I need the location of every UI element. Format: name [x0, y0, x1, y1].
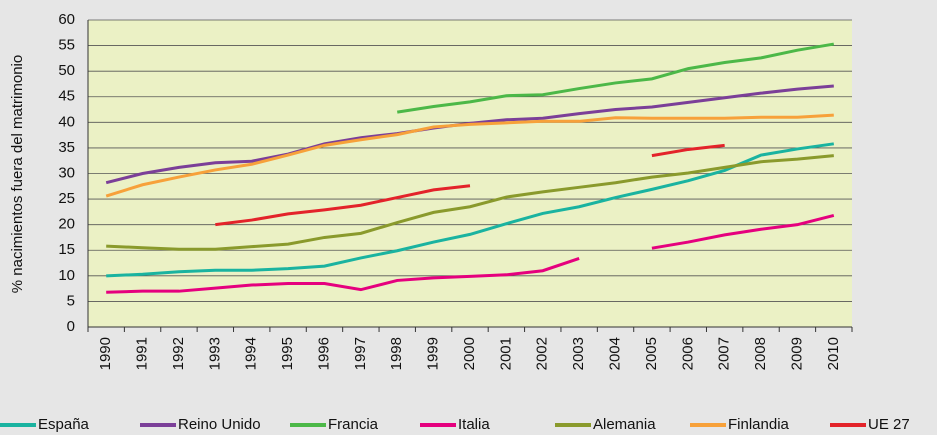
y-tick-label: 45 [58, 88, 75, 105]
legend-label: Alemania [593, 416, 656, 433]
x-tick-label: 2009 [788, 337, 805, 370]
x-tick-label: 2000 [461, 337, 478, 370]
y-tick-label: 25 [58, 190, 75, 207]
y-tick-label: 0 [67, 318, 75, 335]
x-tick-label: 1994 [243, 337, 260, 370]
series-line [106, 214, 835, 294]
y-tick-label: 20 [58, 216, 75, 233]
legend-label: España [38, 416, 90, 433]
x-tick-label: 2010 [825, 337, 842, 370]
y-tick-label: 35 [58, 139, 75, 156]
x-tick-label: 2008 [752, 337, 769, 370]
x-tick-label: 1993 [206, 337, 223, 370]
x-tick-label: 1990 [97, 337, 114, 370]
y-tick-label: 50 [58, 62, 75, 79]
x-tick-label: 2002 [534, 337, 551, 370]
x-tick-label: 1991 [134, 337, 151, 370]
legend-label: Italia [458, 416, 490, 433]
x-tick-label: 2003 [570, 337, 587, 370]
x-tick-label: 2006 [679, 337, 696, 370]
series-line [215, 143, 725, 227]
x-tick-label: 1995 [279, 337, 296, 370]
series-line [397, 42, 835, 114]
x-tick-label: 2007 [716, 337, 733, 370]
x-tick-label: 1997 [352, 337, 369, 370]
legend-label: Francia [328, 416, 379, 433]
y-axis-label: % nacimientos fuera del matrimonio [9, 55, 26, 293]
legend-label: Finlandia [728, 416, 790, 433]
x-tick-label: 2001 [497, 337, 514, 370]
x-tick-label: 2005 [643, 337, 660, 370]
x-tick-label: 1992 [170, 337, 187, 370]
y-tick-label: 5 [67, 292, 75, 309]
x-tick-label: 1999 [425, 337, 442, 370]
y-tick-label: 10 [58, 267, 75, 284]
legend-label: Reino Unido [178, 416, 261, 433]
legend-label: UE 27 [868, 416, 910, 433]
y-tick-label: 55 [58, 37, 75, 54]
x-tick-label: 2004 [606, 337, 623, 370]
y-tick-label: 15 [58, 241, 75, 258]
series-line [106, 142, 835, 278]
series-line [105, 113, 834, 198]
x-tick-label: 1998 [388, 337, 405, 370]
y-tick-label: 60 [58, 11, 75, 28]
y-tick-label: 40 [58, 113, 75, 130]
x-tick-label: 1996 [315, 337, 332, 370]
y-tick-label: 30 [58, 164, 75, 181]
series-line [106, 154, 834, 251]
